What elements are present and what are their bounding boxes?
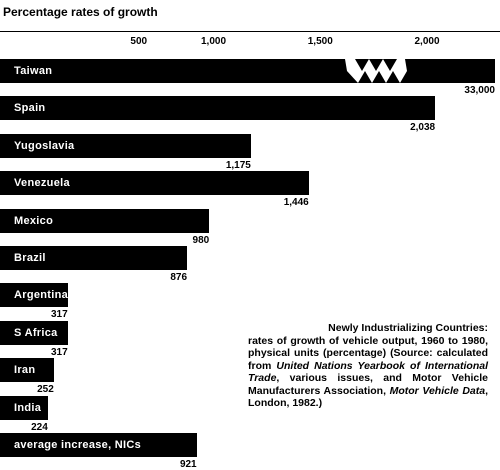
bar-value-label: 317 [50,309,68,321]
caption-source-title-2: Motor Vehicle Data [389,384,486,397]
axis-break-mark [345,59,407,83]
bar-category-label: Mexico [14,214,54,227]
bar-category-label: Iran [14,364,36,377]
bar-value-label: 1,446 [283,197,309,209]
bar [0,96,436,121]
caption-title: Newly Industrializing Countries: [328,322,488,334]
bar-category-label: Taiwan [14,65,53,77]
bar-category-label: Argentina [14,289,69,302]
bar-category-label: Spain [14,102,46,115]
x-tick-label: 2,000 [414,36,440,47]
caption-note: Newly Industrializing Countries: rates o… [248,322,488,410]
bar-category-label: Yugoslavia [14,139,75,152]
bar [0,358,54,383]
bar [0,246,188,270]
bar-value-label: 876 [170,272,188,283]
bar [0,395,48,420]
bar-category-label: India [14,401,42,414]
caption-body: rates of growth of vehicle output, 1960 … [248,335,488,410]
bar [0,59,495,83]
bar-value-label: 921 [179,459,197,470]
bar [0,208,210,233]
bar [0,320,68,345]
caption-line: rates of growth of vehicle output, 1960 … [248,334,488,360]
bar [0,433,197,457]
bar [0,133,251,158]
x-tick-label: 500 [130,36,148,47]
axis-line [0,31,500,32]
bar-category-label: average increase, NICs [14,439,142,451]
chart-title: Percentage rates of growth [3,5,158,19]
bar-value-label: 1,175 [225,159,251,171]
bar-value-label: 2,038 [410,122,436,134]
caption-source-title-1: United Nations Yearbook of International… [248,359,489,385]
x-tick-label: 1,000 [200,36,227,47]
caption-source-prefix: (Source: calculated from [248,347,488,372]
bar-value-label: 224 [31,421,48,433]
break-gap [345,59,407,83]
caption-source-suffix: , London, 1982.) [248,384,488,410]
bar-value-label: 980 [192,234,210,246]
bar-value-label: 317 [50,346,68,358]
x-tick-label: 1,500 [307,36,333,47]
bar-value-label: 33,000 [464,85,495,96]
bar [0,283,68,308]
bar-category-label: S Africa [14,326,58,339]
bar-category-label: Venezuela [14,177,70,190]
caption-source-mid: , various issues, and Motor Vehicle Manu… [248,372,488,397]
bar-value-label: 252 [37,384,54,396]
bar [0,171,309,196]
bar-category-label: Brazil [14,252,46,264]
